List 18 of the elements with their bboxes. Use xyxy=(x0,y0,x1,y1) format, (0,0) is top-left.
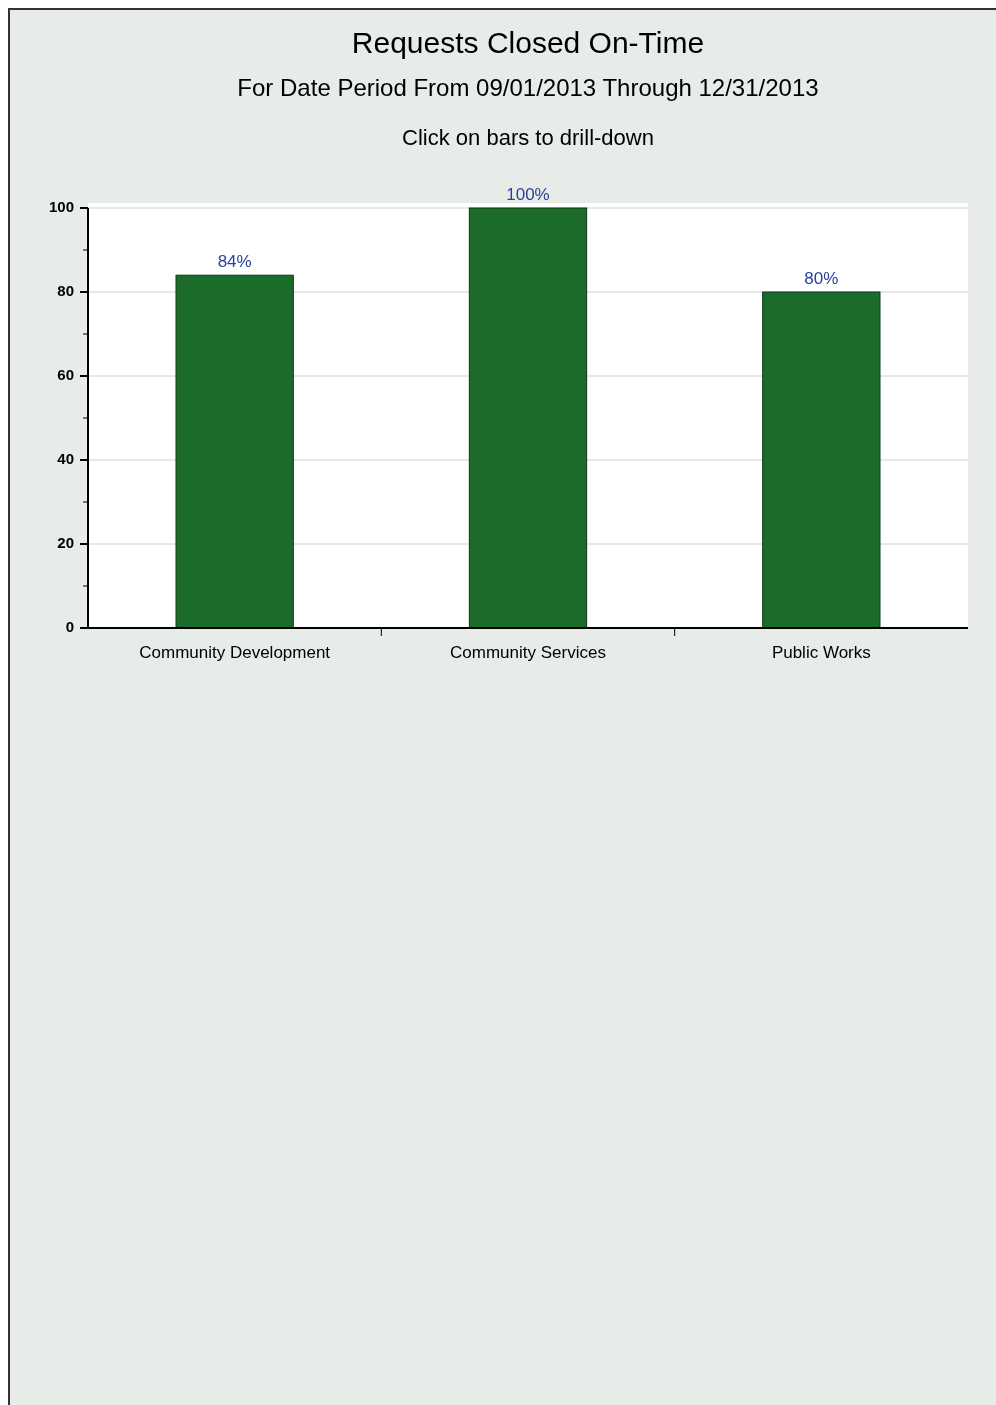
y-tick-label: 100 xyxy=(48,197,74,215)
chart-title: Requests Closed On-Time xyxy=(351,26,705,59)
bar xyxy=(468,207,588,629)
x-tick-label: Community Services xyxy=(450,643,606,662)
data-label: 84% xyxy=(217,252,252,272)
bar xyxy=(762,291,881,629)
text: Click on bars to drill-down xyxy=(402,125,654,150)
x-tick-label: Community Development xyxy=(139,643,331,662)
x-tick-label: Public Works xyxy=(771,643,871,662)
bar xyxy=(175,274,294,629)
data-label: 100% xyxy=(506,185,550,204)
y-tick-label: 0 xyxy=(65,617,74,635)
y-tick-label: 20 xyxy=(57,533,74,551)
y-tick-label: 40 xyxy=(57,449,74,467)
data-label: 80% xyxy=(804,269,839,288)
y-tick-label: 80 xyxy=(57,281,74,299)
y-tick-label: 60 xyxy=(57,365,74,383)
chart-subtitle: For Date Period From 09/01/2013 Through 12/31/2013 xyxy=(237,74,819,101)
